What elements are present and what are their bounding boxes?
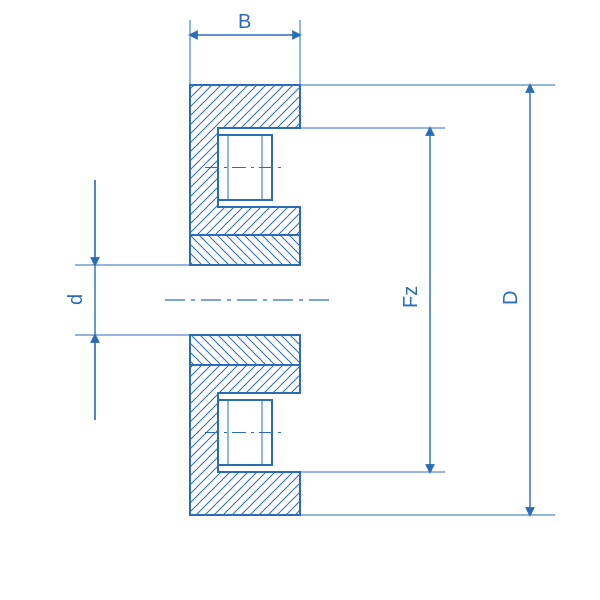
roller-upper bbox=[205, 135, 285, 200]
roller-lower bbox=[205, 400, 285, 465]
label-D: D bbox=[500, 291, 522, 305]
inner-ring-upper bbox=[190, 235, 300, 265]
label-B: B bbox=[238, 11, 251, 33]
inner-ring-lower bbox=[190, 335, 300, 365]
bearing-cross-section-diagram: B d Fz D bbox=[0, 0, 600, 600]
label-d: d bbox=[65, 294, 87, 305]
label-Fz: Fz bbox=[400, 286, 422, 308]
